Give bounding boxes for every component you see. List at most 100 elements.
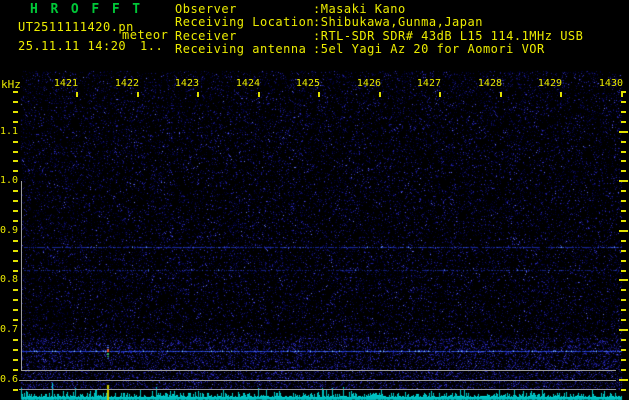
station-name: meteor: [122, 28, 169, 42]
echo-counter: 1..: [140, 39, 164, 53]
axis-tick: [13, 250, 18, 252]
x-tick-label: 1427: [416, 78, 441, 89]
axis-tick: [13, 369, 18, 371]
y-tick-label: 0.7: [0, 324, 19, 335]
axis-tick: [137, 92, 139, 97]
y-tick-label: 0.6: [0, 374, 19, 385]
x-tick-label: 1423: [174, 78, 199, 89]
axis-tick: [500, 92, 502, 97]
x-tick-label: 1422: [114, 78, 139, 89]
datetime: 25.11.11 14:20: [18, 39, 127, 53]
axis-tick: [13, 289, 18, 291]
axis-tick: [621, 111, 626, 113]
axis-tick: [13, 319, 18, 321]
x-tick-label: 1425: [295, 78, 320, 89]
spectrogram-bottom-border: [21, 370, 616, 371]
axis-tick: [621, 210, 626, 212]
axis-tick: [258, 92, 260, 97]
x-tick-label: 1426: [356, 78, 381, 89]
meta-value: :5el Yagi Az 20 for Aomori VOR: [313, 42, 545, 57]
axis-tick: [621, 160, 626, 162]
axis-tick: [621, 359, 626, 361]
x-tick-label: 1430: [598, 78, 623, 89]
axis-tick: [621, 121, 626, 123]
axis-tick: [619, 329, 628, 331]
x-tick-label: 1424: [235, 78, 260, 89]
axis-tick: [621, 220, 626, 222]
axis-tick: [621, 349, 626, 351]
axis-tick: [13, 200, 18, 202]
x-tick-label: 1421: [53, 78, 78, 89]
y-axis-unit-label: kHz: [1, 78, 21, 91]
axis-tick: [13, 299, 18, 301]
axis-tick: [621, 92, 623, 97]
meta-label: Receiver: [175, 28, 237, 43]
meta-value: :Masaki Kano: [313, 2, 406, 16]
axis-tick: [13, 160, 18, 162]
axis-tick: [621, 101, 626, 103]
axis-tick: [621, 240, 626, 242]
meta-label: Receiving antenna: [175, 42, 307, 57]
axis-tick: [621, 289, 626, 291]
meta-label: Receiving Location: [175, 15, 315, 30]
x-tick-label: 1428: [477, 78, 502, 89]
axis-tick: [13, 151, 18, 153]
axis-tick: [621, 151, 626, 153]
axis-tick: [13, 339, 18, 341]
axis-tick: [621, 389, 626, 391]
y-tick-label: 1.0: [0, 175, 19, 186]
axis-tick: [13, 91, 18, 93]
meta-value: :RTL-SDR SDR# 43dB L15 114.1MHz USB: [313, 28, 584, 43]
axis-tick: [13, 349, 18, 351]
axis-tick: [621, 141, 626, 143]
axis-tick: [621, 170, 626, 172]
axis-tick: [619, 180, 628, 182]
axis-tick: [13, 270, 18, 272]
axis-tick: [13, 170, 18, 172]
filename: UT2511111420.pn: [18, 20, 134, 34]
axis-tick: [619, 379, 628, 381]
axis-tick: [621, 91, 626, 93]
axis-tick: [13, 260, 18, 262]
axis-tick: [621, 190, 626, 192]
axis-tick: [621, 200, 626, 202]
y-tick-label: 0.8: [0, 274, 19, 285]
axis-tick: [13, 190, 18, 192]
axis-tick: [379, 92, 381, 97]
axis-tick: [197, 92, 199, 97]
axis-tick: [76, 92, 78, 97]
axis-tick: [621, 260, 626, 262]
metadata-values: :Masaki Kano:Shibukawa,Gunma,Japan:RTL-S…: [313, 2, 584, 57]
axis-tick: [13, 121, 18, 123]
axis-tick: [619, 279, 628, 281]
detection-strip-bottom-border: [19, 389, 616, 390]
x-tick-label: 1429: [537, 78, 562, 89]
axis-tick: [13, 101, 18, 103]
axis-tick: [13, 111, 18, 113]
axis-tick: [439, 92, 441, 97]
meta-value: :Shibukawa,Gunma,Japan: [313, 15, 483, 30]
axis-tick: [560, 92, 562, 97]
axis-tick: [13, 141, 18, 143]
detection-strip-top-border: [19, 380, 616, 381]
axis-tick: [621, 319, 626, 321]
axis-tick: [619, 131, 628, 133]
axis-tick: [13, 359, 18, 361]
axis-tick: [13, 240, 18, 242]
axis-tick: [13, 210, 18, 212]
axis-tick: [13, 389, 18, 391]
axis-tick: [621, 369, 626, 371]
app-title: H R O F F T: [30, 2, 143, 17]
axis-tick: [13, 220, 18, 222]
metadata-labels: Observer Receiving Location Receiver Receiv…: [175, 2, 315, 57]
meta-label: Observer: [175, 2, 237, 16]
axis-tick: [621, 270, 626, 272]
axis-tick: [619, 230, 628, 232]
axis-tick: [13, 309, 18, 311]
y-tick-label: 0.9: [0, 225, 19, 236]
axis-tick: [621, 299, 626, 301]
axis-tick: [621, 309, 626, 311]
axis-tick: [621, 339, 626, 341]
